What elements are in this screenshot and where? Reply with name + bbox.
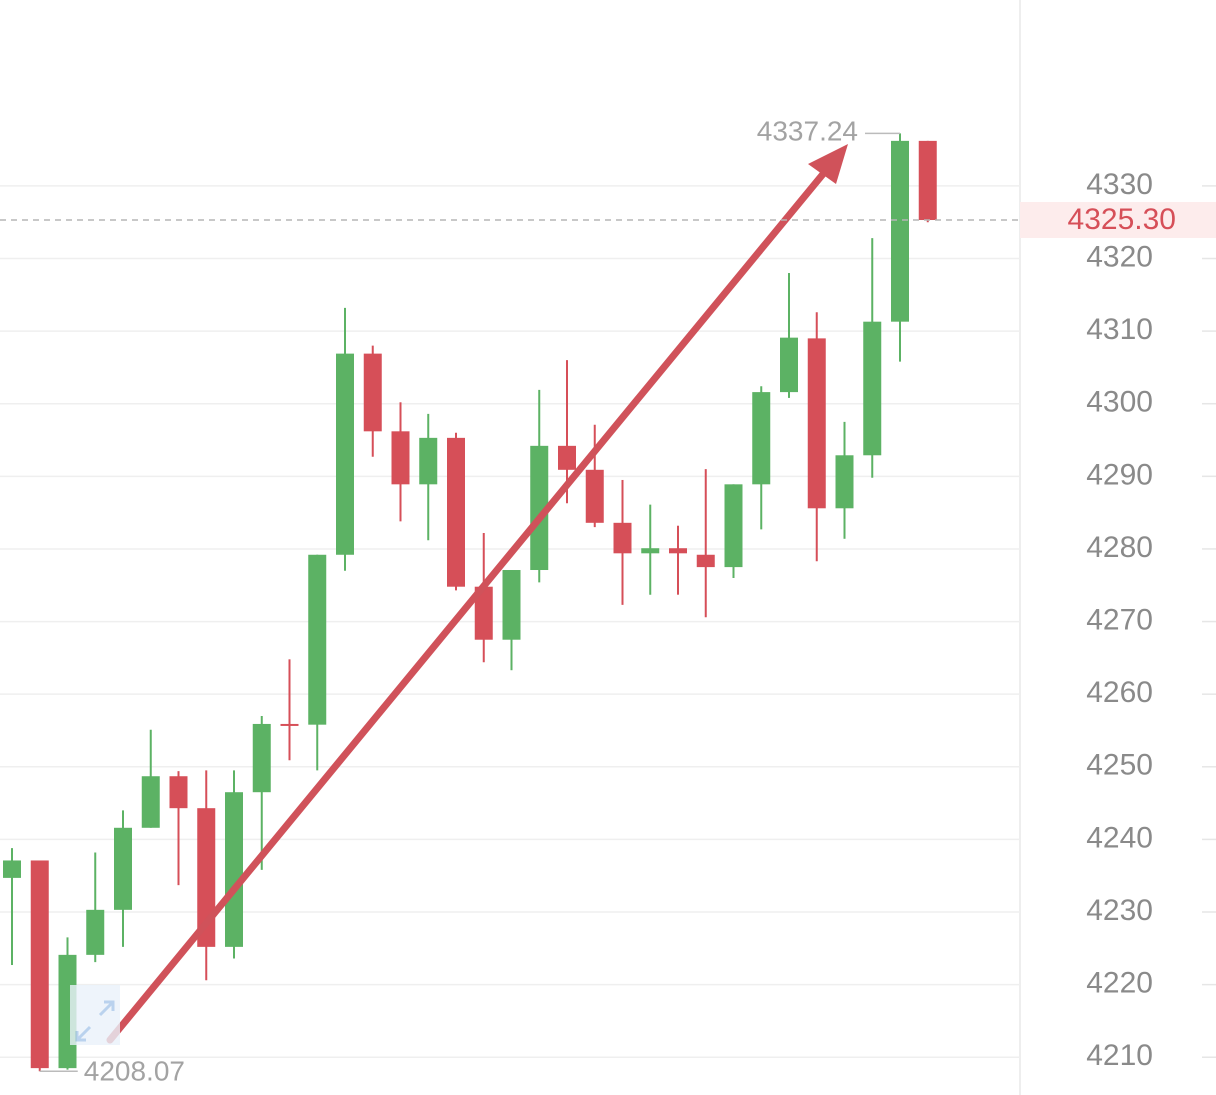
y-tick-label: 4320 — [1086, 240, 1153, 273]
y-tick-label: 4250 — [1086, 749, 1153, 782]
icon-arrows — [75, 1000, 115, 1042]
last-price-tag — [1020, 202, 1216, 239]
arrow-shaft — [106, 164, 832, 1044]
body — [3, 860, 21, 878]
body — [530, 445, 549, 571]
body — [891, 140, 909, 322]
min-label: 4208.07 — [84, 1056, 185, 1087]
body — [474, 586, 493, 640]
y-tick-label: 4280 — [1086, 531, 1153, 564]
body — [391, 431, 410, 485]
body — [863, 321, 882, 456]
body — [696, 554, 715, 568]
last-price-label: 4325.30 — [1068, 203, 1176, 236]
max-label: 4337.24 — [757, 116, 858, 147]
body — [502, 570, 521, 640]
body — [780, 337, 798, 393]
y-tick-label: 4220 — [1086, 967, 1153, 1000]
body — [169, 776, 188, 809]
body — [585, 469, 604, 523]
y-tick-label: 4240 — [1086, 821, 1153, 854]
body — [363, 353, 382, 432]
body — [669, 548, 687, 554]
body — [419, 437, 438, 485]
body — [86, 909, 105, 955]
body — [141, 776, 160, 828]
y-tick-label: 4290 — [1086, 458, 1153, 491]
y-tick-label: 4260 — [1086, 676, 1153, 709]
body — [447, 437, 465, 587]
body — [114, 827, 132, 910]
body — [918, 140, 937, 221]
body — [835, 455, 854, 509]
y-tick-label: 4300 — [1086, 386, 1153, 419]
body — [641, 548, 660, 554]
y-tick-label: 4230 — [1086, 894, 1153, 927]
expand-icon — [70, 985, 120, 1045]
body — [724, 484, 743, 568]
body — [336, 353, 354, 555]
body — [280, 723, 299, 726]
candles — [3, 133, 937, 1072]
body — [613, 522, 632, 554]
y-tick-label: 4310 — [1086, 313, 1153, 346]
y-tick-label: 4330 — [1086, 168, 1153, 201]
body — [558, 445, 576, 470]
trend-arrow — [106, 144, 848, 1044]
body — [225, 792, 243, 947]
y-tick-label: 4270 — [1086, 603, 1153, 636]
body — [752, 392, 771, 485]
body — [30, 860, 49, 1069]
body — [308, 554, 327, 725]
y-tick-label: 4210 — [1086, 1039, 1153, 1072]
body — [807, 338, 826, 509]
body — [252, 723, 271, 793]
labels: 4210 4220 4230 4240 4250 4260 4270 4280 4290 4300… — [0, 116, 1216, 1087]
arrow-head — [808, 144, 848, 184]
